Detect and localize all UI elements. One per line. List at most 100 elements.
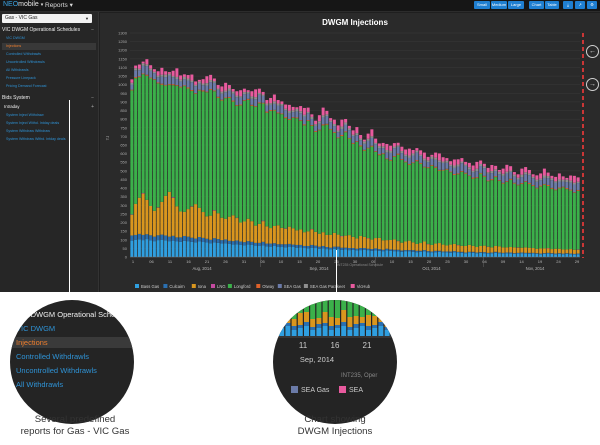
bar-segment <box>542 183 546 185</box>
bar-segment <box>332 132 336 133</box>
sidebar-item-pressure-linepack[interactable]: Pressure Linepack <box>6 76 36 80</box>
bar-segment <box>295 247 299 257</box>
lens-bar-segment <box>279 300 285 313</box>
bar-segment <box>539 178 543 181</box>
bar-segment <box>362 139 366 142</box>
legend-label[interactable]: SEA Gas Parakeet <box>310 284 346 289</box>
bar-segment <box>490 252 494 254</box>
bar-segment <box>546 176 550 179</box>
bar-segment <box>182 76 186 80</box>
legend-label[interactable]: LNG <box>217 284 226 289</box>
bar-segment <box>317 248 321 257</box>
bar-segment <box>497 169 501 172</box>
expand-icon[interactable]: + <box>91 104 94 110</box>
bar-segment <box>362 249 366 257</box>
sidebar-item-system-withdraw-withdraw[interactable]: System Withdraw Withdraw <box>6 129 50 133</box>
x-tick-label: 25 <box>445 259 450 264</box>
brand-logo[interactable]: NEOmobile ▾ <box>3 1 43 8</box>
lens-bar-segment <box>273 301 278 321</box>
bar-segment <box>374 151 378 152</box>
bar-segment <box>141 63 145 66</box>
bar-segment <box>261 221 265 242</box>
x-tick-label: 09 <box>501 259 506 264</box>
sidebar-item-system-inject-intday[interactable]: System Inject Withd. Intday deals <box>6 121 60 125</box>
sidebar-item-injections[interactable]: Injections <box>2 43 96 50</box>
bar-segment <box>396 249 400 252</box>
legend-swatch[interactable] <box>350 284 355 288</box>
bar-segment <box>160 201 164 235</box>
bar-segment <box>329 118 333 121</box>
bar-segment <box>576 249 580 254</box>
gear-icon[interactable]: ⚙ <box>587 1 597 9</box>
bar-segment <box>437 251 441 257</box>
legend-label[interactable]: SEA Gas <box>284 284 301 289</box>
legend-label[interactable]: Culcairn <box>169 284 185 289</box>
legend-swatch[interactable] <box>191 284 196 288</box>
bar-segment <box>377 237 381 250</box>
collapse-icon[interactable]: − <box>91 27 94 33</box>
bar-segment <box>471 165 475 171</box>
sidebar-item-vic-dwgm[interactable]: VIC DWGM <box>6 36 25 40</box>
bar-segment <box>497 180 501 181</box>
bar-segment <box>501 173 505 176</box>
sidebar-item-pricing-demand-forecast[interactable]: Pricing Demand Forecast <box>6 84 47 88</box>
sidebar-item-all-withdrawls[interactable]: All Withdrawls <box>6 68 29 72</box>
legend-swatch[interactable] <box>211 284 215 288</box>
bar-segment <box>482 245 486 253</box>
bar-segment <box>565 179 569 183</box>
legend-label[interactable]: Otway <box>262 284 275 289</box>
download-icon[interactable]: ⤓ <box>563 1 573 9</box>
bar-segment <box>464 172 468 174</box>
legend-swatch[interactable] <box>227 284 232 288</box>
zoom-lens-chart: 11 16 21 Sep, 2014 INT235, Oper SEA Gas … <box>273 300 397 424</box>
bar-segment <box>145 59 149 65</box>
legend-swatch[interactable] <box>256 284 261 288</box>
zoom-lens-sidebar: VIC DWGM Operational Sche VIC DWGM Injec… <box>10 300 134 424</box>
size-large-button[interactable]: Large <box>508 1 524 9</box>
size-small-button[interactable]: Small <box>474 1 490 9</box>
legend-swatch[interactable] <box>135 284 139 288</box>
sidebar-item-system-withdraw-intday[interactable]: System Withdraw Withd. Intday deals <box>6 137 66 141</box>
section-header-vic-dwgm[interactable]: VIC DWGM Operational Schedules − <box>2 26 96 34</box>
legend-label[interactable]: Iona <box>198 284 207 289</box>
forward-arrow-icon[interactable]: → <box>586 78 599 91</box>
legend-swatch[interactable] <box>277 284 282 288</box>
legend-swatch[interactable] <box>163 284 168 288</box>
bar-segment <box>212 210 216 211</box>
bar-segment <box>340 247 344 250</box>
bar-segment <box>411 153 415 156</box>
sidebar-item-controlled-withdrawls[interactable]: Controlled Withdrawls <box>6 52 41 56</box>
sidebar-item-system-inject-withdraw[interactable]: System Inject Withdraw <box>6 113 44 117</box>
legend-swatch[interactable] <box>303 284 308 288</box>
bar-segment <box>407 157 411 164</box>
x-tick-label: 21 <box>205 259 210 264</box>
bar-segment <box>299 247 303 257</box>
bar-segment <box>546 252 550 254</box>
lens-bar-segment <box>285 326 291 336</box>
legend-label[interactable]: VicHub <box>357 284 371 289</box>
bar-segment <box>250 98 254 105</box>
bar-segment <box>175 85 179 86</box>
share-icon[interactable]: ↗ <box>575 1 585 9</box>
bar-segment <box>276 105 280 113</box>
section-header-bids-system[interactable]: Bids System − <box>2 94 96 102</box>
gas-region-select[interactable]: Gas - VIC Gas ▼ <box>2 14 92 23</box>
collapse-icon[interactable]: − <box>91 95 94 101</box>
sidebar-item-uncontrolled-withdrawls[interactable]: Uncontrolled Withdrawls <box>6 60 45 64</box>
chart-view-button[interactable]: Chart <box>529 1 544 9</box>
subsection-header-intraday[interactable]: Intraday + <box>4 103 96 111</box>
bar-segment <box>520 183 524 248</box>
bar-segment <box>434 166 438 168</box>
bar-segment <box>216 97 220 214</box>
size-medium-button[interactable]: Medium <box>491 1 507 9</box>
legend-label[interactable]: Bass Gas <box>141 284 159 289</box>
back-arrow-icon[interactable]: ← <box>586 45 599 58</box>
injections-chart[interactable]: 0501001502002503003504004505005506006507… <box>100 13 600 292</box>
bar-segment <box>452 251 456 253</box>
table-view-button[interactable]: Table <box>545 1 559 9</box>
lens-bar-segment <box>378 300 384 315</box>
legend-label[interactable]: Longford <box>234 284 251 289</box>
reports-menu[interactable]: Reports ▾ <box>45 2 73 9</box>
bar-segment <box>182 235 186 241</box>
bar-segment <box>212 82 216 91</box>
